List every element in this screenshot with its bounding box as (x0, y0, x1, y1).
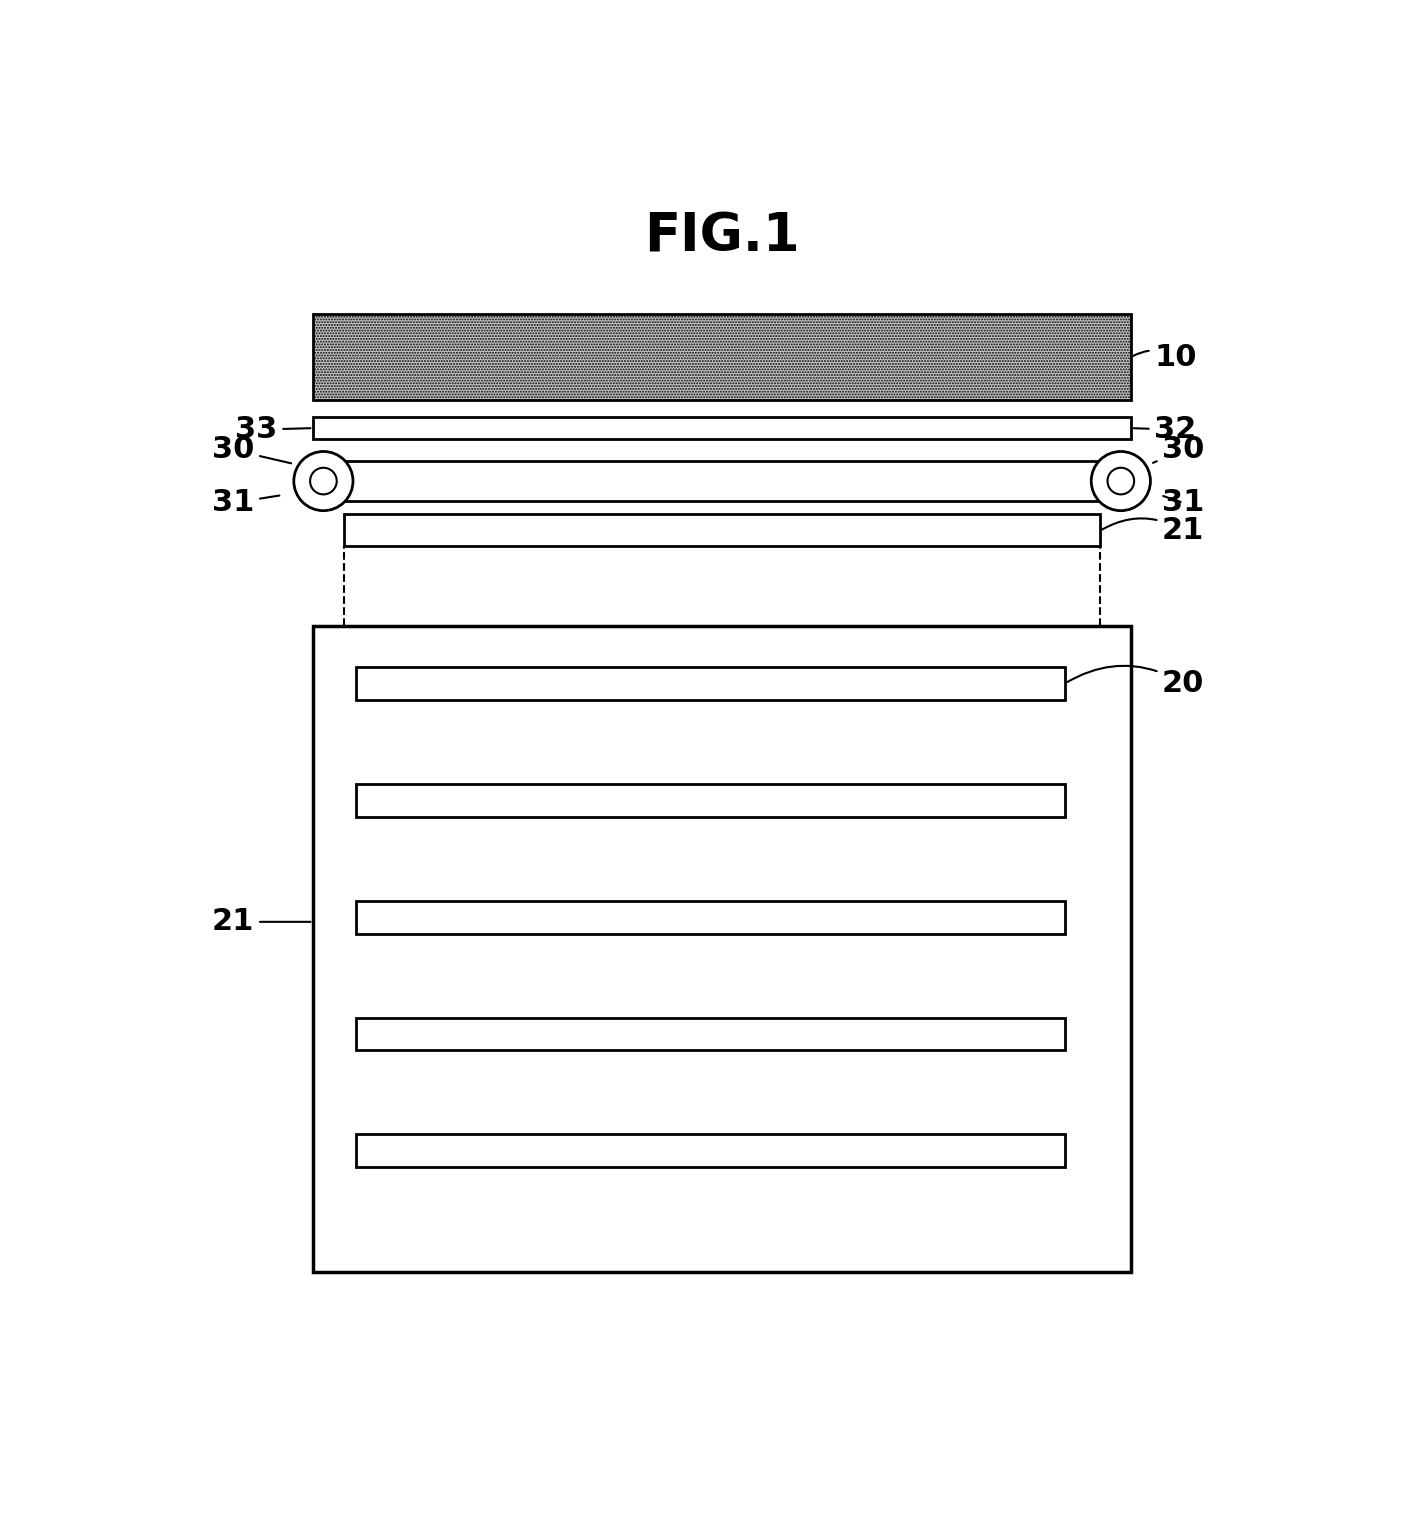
Bar (356, 784, 1065, 816)
Text: 32: 32 (1134, 416, 1196, 444)
Text: 21: 21 (211, 907, 310, 936)
Text: 10: 10 (1133, 343, 1196, 372)
Bar (313, 417, 1131, 438)
Text: 30: 30 (1153, 435, 1205, 464)
Text: 30: 30 (211, 435, 292, 464)
Bar (356, 1018, 1065, 1050)
Bar (344, 514, 1100, 546)
Bar (344, 461, 1100, 501)
Text: 31: 31 (211, 488, 279, 517)
Circle shape (310, 467, 337, 495)
Bar (313, 314, 1131, 400)
Bar (313, 627, 1131, 1273)
Text: 21: 21 (1102, 516, 1205, 546)
Text: 20: 20 (1067, 666, 1205, 698)
Bar (356, 901, 1065, 933)
Text: 31: 31 (1162, 488, 1205, 517)
Bar (356, 1135, 1065, 1167)
Circle shape (1091, 452, 1150, 511)
Text: 33: 33 (235, 416, 310, 444)
Text: FIG.1: FIG.1 (644, 211, 800, 262)
Bar (356, 667, 1065, 699)
Circle shape (294, 452, 354, 511)
Circle shape (1107, 467, 1134, 495)
